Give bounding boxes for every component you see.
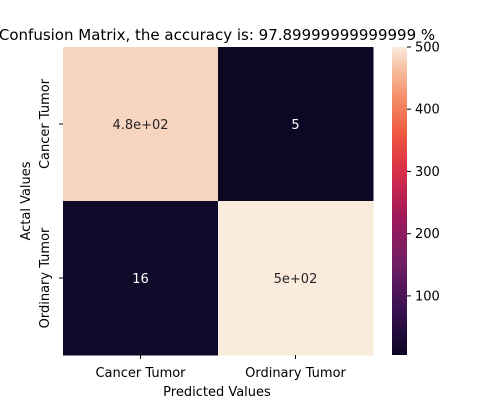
x-axis-ticks: Cancer Tumor Ordinary Tumor (95, 355, 347, 381)
heatmap-cell-label: 4.8e+02 (112, 118, 168, 133)
heatmap-cell-label: 5e+02 (274, 272, 318, 287)
y-axis-ticks: Cancer Tumor Ordinary Tumor (38, 78, 63, 328)
x-tick-label: Ordinary Tumor (245, 366, 346, 381)
heatmap-cell (63, 201, 219, 356)
x-axis-label: Predicted Values (163, 385, 271, 400)
heatmap-cell-label: 5 (291, 118, 299, 133)
colorbar-tick-label: 500 (415, 41, 440, 56)
colorbar (392, 47, 407, 355)
heatmap-cell-label: 16 (132, 272, 149, 287)
x-tick-label: Cancer Tumor (95, 366, 186, 381)
colorbar-tick-label: 200 (415, 227, 440, 242)
chart-title: Confusion Matrix, the accuracy is: 97.89… (0, 26, 435, 44)
colorbar-tick-label: 400 (415, 103, 440, 118)
y-tick-label: Cancer Tumor (38, 78, 53, 169)
y-tick-label: Ordinary Tumor (38, 227, 53, 328)
y-axis-label: Actal Values (19, 161, 34, 240)
heatmap-cell (218, 201, 374, 356)
heatmap-cell (218, 47, 374, 202)
heatmap-cell (63, 47, 219, 202)
heatmap-cells (63, 47, 374, 356)
colorbar-tick-label: 100 (415, 289, 440, 304)
colorbar-ticks: 100 200 300 400 500 (407, 41, 440, 304)
colorbar-tick-label: 300 (415, 165, 440, 180)
heatmap-annotations: 4.8e+02 5 16 5e+02 (112, 118, 317, 287)
